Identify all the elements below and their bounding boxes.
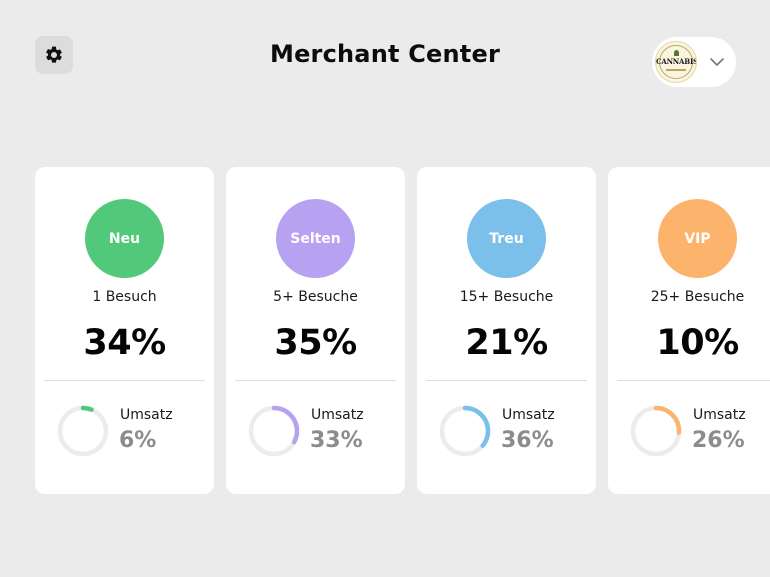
revenue-label: Umsatz bbox=[120, 407, 173, 423]
segment-badge: VIP bbox=[658, 199, 737, 278]
segment-badge: Treu bbox=[467, 199, 546, 278]
revenue-value: 36% bbox=[501, 428, 554, 453]
revenue-ring bbox=[439, 405, 491, 457]
account-switcher[interactable]: CANNABIS bbox=[652, 37, 736, 87]
revenue-label: Umsatz bbox=[311, 407, 364, 423]
revenue-ring bbox=[57, 405, 109, 457]
segment-visits: 1 Besuch bbox=[92, 289, 157, 305]
revenue-label: Umsatz bbox=[502, 407, 555, 423]
revenue-value: 6% bbox=[119, 428, 157, 453]
segment-visits: 25+ Besuche bbox=[650, 289, 745, 305]
segment-share: 10% bbox=[656, 323, 739, 363]
segment-share: 34% bbox=[83, 323, 166, 363]
gear-icon bbox=[46, 46, 62, 63]
divider bbox=[235, 380, 396, 381]
revenue-value: 33% bbox=[310, 428, 363, 453]
segment-visits: 15+ Besuche bbox=[459, 289, 554, 305]
divider bbox=[44, 380, 205, 381]
segment-badge: Neu bbox=[85, 199, 164, 278]
revenue-value: 26% bbox=[692, 428, 745, 453]
segment-share: 35% bbox=[274, 323, 357, 363]
settings-button[interactable] bbox=[35, 36, 73, 74]
page-title: Merchant Center bbox=[270, 40, 500, 68]
revenue-label: Umsatz bbox=[693, 407, 746, 423]
segment-card-treu[interactable]: Treu 15+ Besuche 21% Umsatz 36% bbox=[417, 167, 596, 494]
segment-card-vip[interactable]: VIP 25+ Besuche 10% Umsatz 26% bbox=[608, 167, 770, 494]
merchant-logo: CANNABIS bbox=[655, 41, 697, 83]
divider bbox=[617, 380, 770, 381]
divider bbox=[426, 380, 587, 381]
merchant-logo-text: CANNABIS bbox=[656, 57, 697, 66]
segment-share: 21% bbox=[465, 323, 548, 363]
chevron-down-icon[interactable] bbox=[709, 57, 725, 67]
segment-visits: 5+ Besuche bbox=[273, 289, 358, 305]
segment-card-neu[interactable]: Neu 1 Besuch 34% Umsatz 6% bbox=[35, 167, 214, 494]
revenue-ring bbox=[248, 405, 300, 457]
segment-badge: Selten bbox=[276, 199, 355, 278]
segment-card-selten[interactable]: Selten 5+ Besuche 35% Umsatz 33% bbox=[226, 167, 405, 494]
revenue-ring bbox=[630, 405, 682, 457]
